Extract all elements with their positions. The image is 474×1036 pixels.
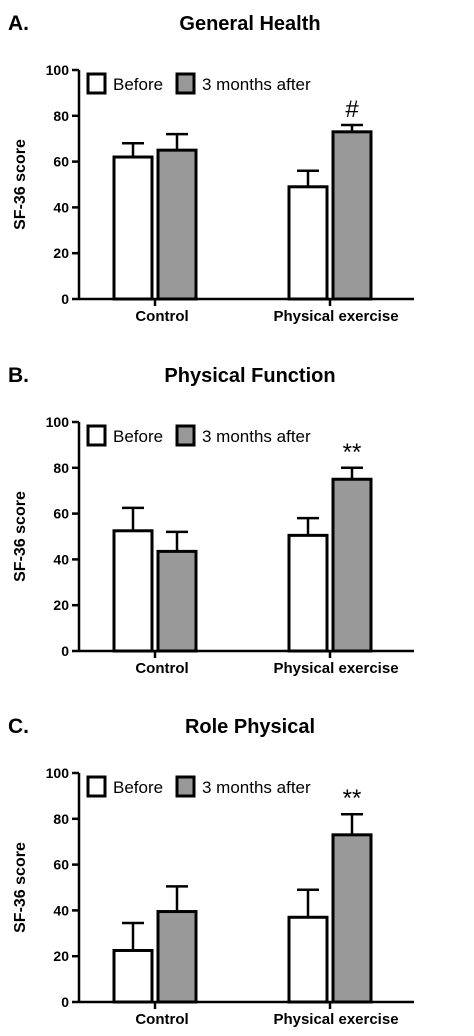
bar-after-control (156, 549, 198, 653)
y-tick-label: 80 (53, 460, 69, 476)
y-tick-label: 60 (53, 154, 69, 170)
bar-before-exercise (287, 915, 329, 1004)
x-tick-label: Physical exercise (273, 660, 398, 677)
chart-title: Role Physical (185, 716, 315, 738)
x-tick-label: Physical exercise (273, 308, 398, 325)
y-tick-label: 20 (53, 597, 69, 613)
chart-panel-3: C. Role Physical SF-36 score 0 20 40 60 80 100 Co… (8, 715, 414, 1028)
chart-title: Physical Function (164, 365, 335, 387)
y-tick-label: 20 (53, 245, 69, 261)
legend-swatch-before (86, 775, 107, 798)
legend-label-before: Before (113, 778, 163, 797)
y-tick-label: 60 (53, 857, 69, 873)
legend-swatch-before (86, 72, 107, 95)
y-tick-label: 0 (61, 994, 69, 1010)
y-tick-label: 40 (53, 199, 69, 215)
y-axis-label: SF-36 score (12, 842, 29, 933)
y-tick-label: 100 (46, 765, 70, 781)
significance-marker: ** (343, 439, 362, 466)
bar-before-control (112, 948, 154, 1004)
bar-before-exercise (287, 533, 329, 653)
y-tick-label: 40 (53, 902, 69, 918)
y-axis-label: SF-36 score (12, 139, 29, 230)
panel-letter: C. (8, 715, 29, 738)
y-tick-label: 100 (46, 62, 70, 78)
legend-label-after: 3 months after (202, 427, 311, 446)
panel-letter: B. (8, 364, 29, 387)
x-tick-label: Control (135, 1011, 188, 1028)
bar-after-exercise (331, 130, 373, 301)
y-tick-label: 80 (53, 811, 69, 827)
y-axis-label: SF-36 score (12, 491, 29, 582)
bar-before-control (112, 529, 154, 653)
x-tick-label: Control (135, 308, 188, 325)
x-tick-label: Physical exercise (273, 1011, 398, 1028)
y-tick-label: 0 (61, 643, 69, 659)
bar-before-control (112, 155, 154, 301)
significance-marker: ** (343, 785, 362, 812)
significance-marker: # (345, 96, 359, 123)
legend-swatch-after (175, 72, 196, 95)
legend-label-after: 3 months after (202, 778, 311, 797)
legend-swatch-after (175, 775, 196, 798)
y-tick-label: 40 (53, 551, 69, 567)
chart-panel-1: A. General Health SF-36 score 0 20 40 60 80 100 C… (8, 12, 414, 325)
panel-letter: A. (8, 12, 29, 35)
y-tick-label: 60 (53, 506, 69, 522)
y-tick-label: 0 (61, 291, 69, 307)
bar-after-exercise (331, 477, 373, 653)
legend-label-after: 3 months after (202, 75, 311, 94)
bar-after-control (156, 148, 198, 301)
legend-swatch-after (175, 424, 196, 447)
y-tick-label: 80 (53, 108, 69, 124)
y-tick-label: 20 (53, 948, 69, 964)
legend-label-before: Before (113, 427, 163, 446)
bar-after-control (156, 910, 198, 1004)
chart-panel-2: B. Physical Function SF-36 score 0 20 40 60 80 1… (8, 364, 414, 677)
legend-swatch-before (86, 424, 107, 447)
y-tick-label: 100 (46, 414, 70, 430)
bar-before-exercise (287, 185, 329, 301)
bar-after-exercise (331, 833, 373, 1004)
x-tick-label: Control (135, 660, 188, 677)
chart-title: General Health (179, 13, 320, 35)
legend-label-before: Before (113, 75, 163, 94)
